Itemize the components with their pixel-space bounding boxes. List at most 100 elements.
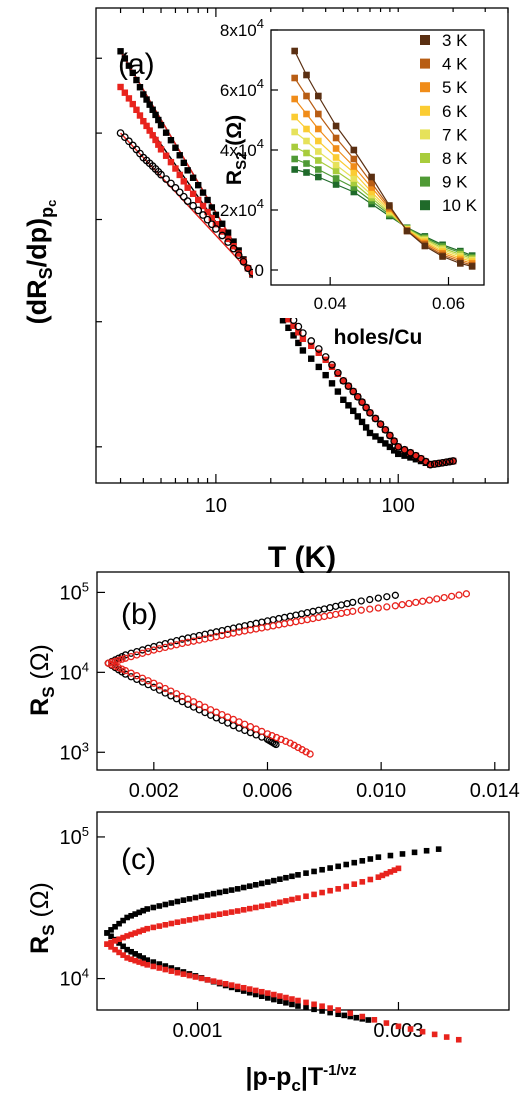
- inset-point-3K: [315, 92, 322, 100]
- panel-a-point-s1: [431, 460, 438, 468]
- panel-c-point-s0-upper: [204, 892, 211, 898]
- panel-b-point-s0-upper: [374, 594, 382, 602]
- panel-c-point-s1-lower: [156, 965, 163, 971]
- panel-c-point-s1-lower: [265, 990, 271, 996]
- panel-c-point-s0-upper: [423, 847, 430, 854]
- panel-b-point-s1-lower: [306, 750, 314, 758]
- panel-b-point-s0-upper: [258, 618, 266, 626]
- panel-c-point-s0-lower: [140, 955, 147, 961]
- panel-a-point-s1: [121, 89, 129, 96]
- panel-a-point-s2: [224, 238, 232, 246]
- panel-a-point-s2: [162, 175, 170, 183]
- panel-a-point-s1: [407, 449, 414, 456]
- panel-c-marks: [104, 846, 462, 1043]
- panel-b-axes: 0.002 0.006 0.010 0.014 103 104 105: [60, 579, 520, 802]
- panel-b-point-s1-upper: [320, 612, 328, 621]
- panel-a-point-s2: [179, 192, 188, 201]
- panel-c-point-s1-upper: [124, 933, 130, 939]
- panel-a-point-s0: [372, 433, 379, 440]
- panel-a-point-s1: [176, 171, 183, 179]
- panel-b-point-s1-upper: [462, 590, 471, 598]
- panel-c-point-s1-lower: [240, 984, 247, 991]
- inset-point-6K: [350, 169, 358, 176]
- panel-a-point-s1: [235, 250, 242, 257]
- panel-a-point-s1: [208, 214, 216, 222]
- panel-c-point-s0-upper: [136, 909, 143, 916]
- panel-c-point-s0-lower: [128, 948, 134, 955]
- panel-a-point-s2: [386, 431, 394, 440]
- panel-a-point-s2: [449, 457, 457, 465]
- inset-xtick-label: 0.04: [314, 294, 347, 313]
- inset-xlabel: holes/Cu: [334, 326, 423, 349]
- panel-a-point-s1: [140, 118, 147, 125]
- panel-b-point-s0-upper: [286, 612, 294, 620]
- panel-c-point-s0-upper: [399, 851, 406, 857]
- panel-c-point-s0-lower: [319, 1008, 325, 1014]
- panel-b-ylabel: RS (Ω): [26, 644, 58, 716]
- panel-c-point-s1-lower: [116, 949, 122, 956]
- panel-a-point-s0: [129, 69, 136, 77]
- panel-a-point-s0: [162, 129, 170, 136]
- panel-a-point-s1: [136, 112, 144, 119]
- inset-point-10K: [332, 181, 340, 188]
- inset-point-7K: [332, 161, 340, 169]
- inset-xtick-label: 0.06: [432, 294, 465, 313]
- panel-a-point-s1: [249, 270, 256, 277]
- panel-b-point-s1-lower: [172, 690, 181, 698]
- panel-c-point-s1-lower: [144, 962, 151, 968]
- panel-a-point-s0: [184, 167, 191, 174]
- panel-a-point-s2: [430, 460, 439, 468]
- panel-b-point-s1-lower: [290, 741, 298, 749]
- panel-c-point-s1-upper: [240, 907, 247, 913]
- panel-a-point-s2: [321, 353, 330, 361]
- panel-b-point-s1-upper: [425, 596, 434, 604]
- panel-b-point-s1-upper: [184, 638, 192, 646]
- panel-b-point-s0-upper: [326, 604, 334, 612]
- panel-a-point-s1: [377, 420, 384, 428]
- panel-c-point-s1-upper: [367, 876, 374, 883]
- panel-b-point-s1-lower: [294, 743, 302, 752]
- panel-a-point-s2: [116, 129, 125, 137]
- legend-label: 10 K: [442, 196, 478, 215]
- panel-c-point-s0-upper: [150, 904, 157, 911]
- legend-label: 9 K: [442, 173, 468, 192]
- panel-b-point-s1-lower: [108, 661, 116, 669]
- panel-a-point-s2: [366, 408, 374, 417]
- legend-label: 3 K: [442, 31, 468, 50]
- inset-point-4K: [350, 155, 358, 163]
- panel-a-point-s0: [149, 106, 156, 113]
- panel-a-point-s1: [358, 398, 366, 406]
- panel-c-point-s0-upper: [168, 900, 175, 906]
- panel-a-point-s0: [157, 121, 165, 129]
- panel-a-point-s0: [143, 96, 150, 103]
- panel-a-point-s1: [362, 404, 370, 411]
- panel-b-point-s1-lower: [263, 730, 272, 738]
- panel-c-point-s1-upper: [265, 902, 271, 908]
- inset-point-8K: [315, 157, 322, 164]
- panel-a-point-s2: [194, 206, 203, 215]
- panel-c-point-s0-upper: [140, 907, 147, 914]
- panel-c-point-s1-lower: [180, 971, 187, 977]
- panel-a-point-s1: [334, 370, 342, 377]
- panel-b-point-s1-upper: [418, 597, 427, 605]
- inset-point-4K: [291, 74, 298, 82]
- panel-a-point-s0: [172, 144, 179, 151]
- panel-c-point-s1-upper: [228, 909, 235, 915]
- inset-point-5K: [350, 163, 358, 170]
- panel-a-point-s0: [401, 452, 408, 459]
- panel-b-point-s0-upper: [391, 591, 399, 599]
- panel-c-point-s1-upper: [116, 936, 122, 943]
- panel-b-point-s1-lower: [195, 700, 203, 709]
- panel-c-point-s1-upper: [277, 899, 283, 906]
- panel-a-point-s1: [340, 377, 347, 384]
- panel-b-point-s0-upper: [280, 613, 289, 622]
- panel-b-point-s0-upper: [303, 609, 311, 617]
- panel-b-point-s0-upper: [269, 616, 277, 624]
- panel-a-point-s2: [371, 414, 380, 423]
- panel-b-point-s1-lower: [104, 659, 113, 667]
- panel-b-point-s1-upper: [337, 609, 346, 618]
- legend-swatch: [420, 176, 430, 187]
- legend-swatch: [420, 153, 430, 163]
- panel-b-point-s1-lower: [302, 748, 310, 756]
